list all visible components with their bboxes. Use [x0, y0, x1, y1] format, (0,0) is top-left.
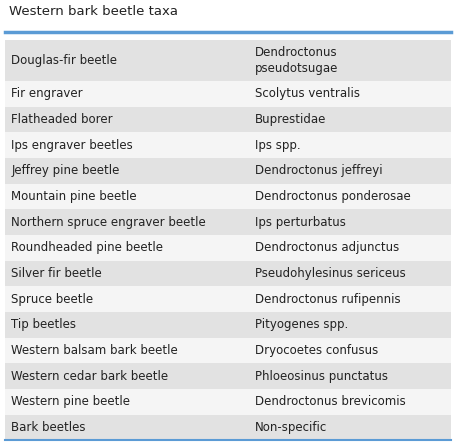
- Bar: [5, 364, 450, 389]
- Bar: [5, 261, 450, 286]
- Bar: [5, 158, 450, 184]
- Bar: [5, 184, 450, 210]
- Text: Buprestidae: Buprestidae: [255, 113, 326, 126]
- Text: Phloeosinus punctatus: Phloeosinus punctatus: [255, 370, 388, 383]
- Text: Dendroctonus ponderosae: Dendroctonus ponderosae: [255, 190, 410, 203]
- Text: Dendroctonus
pseudotsugae: Dendroctonus pseudotsugae: [255, 46, 338, 75]
- Bar: [5, 286, 450, 312]
- Bar: [5, 210, 450, 235]
- Text: Scolytus ventralis: Scolytus ventralis: [255, 87, 359, 100]
- Bar: [5, 312, 450, 338]
- Bar: [5, 81, 450, 107]
- Text: Dryocoetes confusus: Dryocoetes confusus: [255, 344, 378, 357]
- Text: Dendroctonus adjunctus: Dendroctonus adjunctus: [255, 242, 399, 254]
- Bar: [5, 235, 450, 261]
- Bar: [5, 132, 450, 158]
- Text: Pseudohylesinus sericeus: Pseudohylesinus sericeus: [255, 267, 405, 280]
- Text: Western cedar bark beetle: Western cedar bark beetle: [11, 370, 168, 383]
- Text: Ips engraver beetles: Ips engraver beetles: [11, 139, 133, 152]
- Text: Mountain pine beetle: Mountain pine beetle: [11, 190, 136, 203]
- Text: Tip beetles: Tip beetles: [11, 318, 76, 331]
- Text: Roundheaded pine beetle: Roundheaded pine beetle: [11, 242, 163, 254]
- Text: Western balsam bark beetle: Western balsam bark beetle: [11, 344, 178, 357]
- Text: Non-specific: Non-specific: [255, 421, 327, 434]
- Text: Silver fir beetle: Silver fir beetle: [11, 267, 102, 280]
- Bar: [5, 389, 450, 415]
- Bar: [5, 415, 450, 440]
- Text: Western bark beetle taxa: Western bark beetle taxa: [9, 5, 178, 18]
- Text: Spruce beetle: Spruce beetle: [11, 293, 93, 306]
- Text: Dendroctonus rufipennis: Dendroctonus rufipennis: [255, 293, 400, 306]
- Text: Ips spp.: Ips spp.: [255, 139, 300, 152]
- Text: Fir engraver: Fir engraver: [11, 87, 83, 100]
- Text: Dendroctonus brevicomis: Dendroctonus brevicomis: [255, 396, 405, 408]
- Text: Flatheaded borer: Flatheaded borer: [11, 113, 113, 126]
- Text: Northern spruce engraver beetle: Northern spruce engraver beetle: [11, 216, 206, 229]
- Bar: [5, 40, 450, 81]
- Bar: [5, 338, 450, 364]
- Text: Bark beetles: Bark beetles: [11, 421, 86, 434]
- Text: Jeffrey pine beetle: Jeffrey pine beetle: [11, 164, 120, 178]
- Text: Dendroctonus jeffreyi: Dendroctonus jeffreyi: [255, 164, 382, 178]
- Bar: [5, 107, 450, 132]
- Text: Pityogenes spp.: Pityogenes spp.: [255, 318, 348, 331]
- Text: Ips perturbatus: Ips perturbatus: [255, 216, 345, 229]
- Text: Western pine beetle: Western pine beetle: [11, 396, 130, 408]
- Text: Douglas-fir beetle: Douglas-fir beetle: [11, 54, 117, 67]
